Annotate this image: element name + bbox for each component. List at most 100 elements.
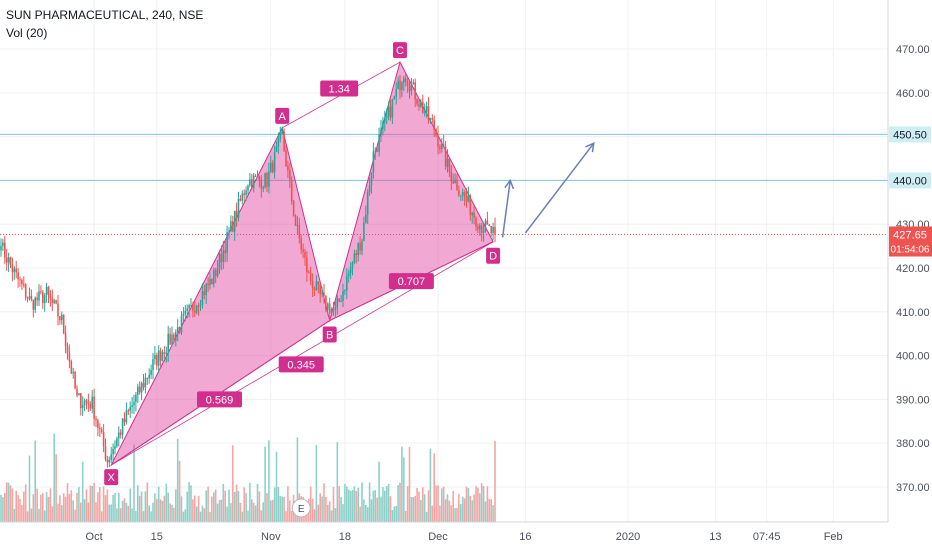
candle-body bbox=[416, 99, 418, 105]
candle-body bbox=[144, 377, 147, 388]
candle-body bbox=[57, 303, 59, 317]
candle-body bbox=[406, 81, 409, 86]
ratio-label[interactable]: 0.707 bbox=[398, 276, 426, 288]
candle bbox=[298, 217, 301, 244]
pattern-point-x[interactable]: X bbox=[108, 472, 116, 484]
candle bbox=[330, 307, 333, 317]
volume-indicator-label[interactable]: Vol (20) bbox=[6, 26, 48, 40]
candle-body bbox=[102, 431, 105, 447]
candle bbox=[378, 127, 380, 157]
candle bbox=[125, 402, 128, 425]
ratio-label[interactable]: 0.569 bbox=[206, 394, 234, 406]
candle-body bbox=[277, 138, 280, 147]
candle bbox=[389, 99, 392, 121]
event-marker[interactable] bbox=[291, 498, 311, 518]
candle bbox=[465, 188, 468, 208]
chart-title[interactable]: SUN PHARMACEUTICAL, 240, NSE bbox=[6, 8, 204, 22]
candle-body bbox=[119, 432, 122, 435]
x-tick-label: 18 bbox=[339, 531, 351, 543]
volume-bar bbox=[125, 502, 128, 522]
candle bbox=[23, 276, 25, 288]
candle bbox=[116, 436, 118, 449]
candle bbox=[203, 285, 206, 300]
candle bbox=[169, 327, 171, 346]
candle-body bbox=[385, 116, 388, 118]
candle bbox=[119, 429, 122, 439]
volume-bar bbox=[119, 508, 122, 522]
candle bbox=[59, 315, 61, 325]
candle-body bbox=[4, 242, 6, 258]
candle-body bbox=[427, 106, 430, 120]
candle bbox=[469, 193, 472, 221]
candle bbox=[173, 332, 175, 344]
candle-body bbox=[389, 106, 392, 118]
pattern-point-a[interactable]: A bbox=[279, 111, 287, 123]
ratio-label[interactable]: 0.345 bbox=[287, 359, 315, 371]
candle-body bbox=[444, 146, 447, 167]
volume-bar bbox=[311, 498, 314, 522]
candle-body bbox=[224, 250, 226, 254]
volume-bar bbox=[473, 494, 475, 522]
candle-body bbox=[450, 171, 453, 182]
price-axis[interactable] bbox=[888, 0, 932, 550]
volume-bar bbox=[294, 510, 297, 522]
candle bbox=[247, 184, 249, 195]
volume-bar bbox=[235, 484, 238, 522]
candle bbox=[121, 418, 124, 440]
ratio-badge bbox=[320, 80, 359, 97]
volume-bar bbox=[384, 490, 386, 522]
candle-body bbox=[306, 257, 308, 273]
volume-bar bbox=[19, 498, 21, 522]
candle-body bbox=[201, 291, 204, 305]
candle bbox=[182, 306, 185, 324]
pattern-point-d[interactable]: D bbox=[489, 251, 497, 263]
volume-bar bbox=[51, 506, 54, 522]
candle-body bbox=[108, 460, 111, 463]
candle bbox=[281, 126, 283, 135]
candle-body bbox=[486, 220, 489, 225]
projection-arrow[interactable] bbox=[524, 142, 595, 234]
volume-bar bbox=[270, 500, 272, 522]
pattern-point-b[interactable]: B bbox=[326, 330, 333, 342]
candle bbox=[195, 304, 198, 315]
volume-bar bbox=[431, 505, 434, 522]
candle bbox=[36, 292, 38, 306]
candle bbox=[450, 164, 453, 191]
candle-body bbox=[372, 151, 375, 173]
pattern-point-c[interactable]: C bbox=[396, 45, 404, 57]
time-axis[interactable] bbox=[0, 522, 932, 550]
candle bbox=[296, 215, 299, 235]
candle-body bbox=[209, 278, 211, 286]
candle-body bbox=[66, 346, 69, 354]
volume-bar bbox=[429, 448, 432, 522]
candle-body bbox=[448, 158, 451, 172]
candle-body bbox=[49, 294, 52, 299]
projection-arrow[interactable] bbox=[501, 180, 511, 238]
candle-body bbox=[95, 418, 97, 421]
candle bbox=[197, 302, 200, 316]
candle-body bbox=[23, 284, 25, 286]
volume-bar bbox=[490, 499, 492, 522]
volume-bar bbox=[167, 492, 169, 522]
candle-body bbox=[313, 288, 316, 290]
volume-bar bbox=[425, 511, 428, 522]
candle-body bbox=[477, 226, 479, 230]
volume-bar bbox=[87, 502, 90, 522]
candle-body bbox=[473, 212, 475, 218]
bar-countdown-label: 01:54:06 bbox=[891, 244, 930, 255]
candle bbox=[152, 352, 154, 380]
candle bbox=[49, 290, 52, 307]
candle-body bbox=[327, 303, 329, 310]
candle-body bbox=[89, 404, 92, 409]
volume-bar bbox=[49, 488, 52, 522]
volume-bar bbox=[131, 508, 133, 522]
candle-body bbox=[216, 268, 219, 277]
volume-bar bbox=[444, 499, 447, 522]
volume-bar bbox=[194, 495, 196, 522]
candle bbox=[406, 76, 409, 94]
grid bbox=[0, 0, 888, 522]
volume-bar bbox=[211, 496, 213, 522]
volume-bar bbox=[89, 485, 92, 522]
ratio-label[interactable]: 1.34 bbox=[328, 83, 349, 95]
